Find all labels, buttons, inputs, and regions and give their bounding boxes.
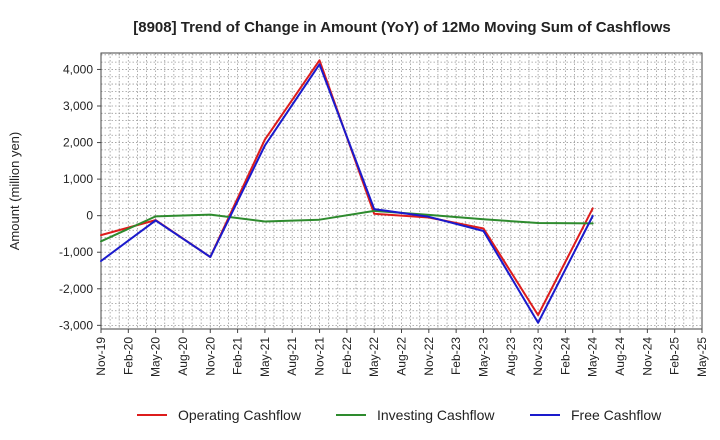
x-tick-label: May-24 bbox=[586, 337, 600, 377]
y-tick-label: 3,000 bbox=[63, 99, 93, 113]
x-tick-label: Aug-22 bbox=[395, 337, 409, 376]
y-tick-label: -1,000 bbox=[59, 245, 93, 259]
x-tick-label: May-20 bbox=[149, 337, 163, 377]
chart-title: [8908] Trend of Change in Amount (YoY) o… bbox=[133, 19, 671, 36]
x-tick-label: Feb-25 bbox=[668, 337, 682, 375]
x-tick-label: Nov-24 bbox=[640, 337, 654, 376]
x-tick-label: Aug-24 bbox=[613, 337, 627, 376]
x-tick-label: May-25 bbox=[695, 337, 709, 377]
y-tick-label: 1,000 bbox=[63, 172, 93, 186]
x-tick-label: May-23 bbox=[476, 337, 490, 377]
x-tick-label: Nov-22 bbox=[422, 337, 436, 376]
x-tick-label: May-21 bbox=[258, 337, 272, 377]
series-line-free-cashflow bbox=[100, 63, 594, 324]
y-tick-label: -2,000 bbox=[59, 282, 93, 296]
x-tick-label: Feb-23 bbox=[449, 337, 463, 375]
y-axis-label: Amount (million yen) bbox=[7, 132, 22, 251]
x-tick-label: Nov-21 bbox=[313, 337, 327, 376]
legend-label: Free Cashflow bbox=[571, 407, 662, 423]
axis-layer: -3,000 -2,000 -1,000 0 1,000 2,000 3,000 4,000 N… bbox=[59, 52, 709, 377]
series-line-investing-cashflow bbox=[100, 209, 594, 243]
y-tick-label: -3,000 bbox=[59, 318, 93, 332]
x-tick-label: Nov-19 bbox=[94, 337, 108, 376]
x-tick-label: Aug-20 bbox=[176, 337, 190, 376]
y-tick-label: 0 bbox=[86, 209, 93, 223]
y-tick-label: 2,000 bbox=[63, 136, 93, 150]
x-tick-label: May-22 bbox=[367, 337, 381, 377]
x-tick-label: Feb-22 bbox=[340, 337, 354, 375]
y-tick-label: 4,000 bbox=[63, 62, 93, 76]
legend: Operating Cashflow Investing Cashflow Free… bbox=[137, 407, 662, 423]
legend-label: Investing Cashflow bbox=[377, 407, 495, 423]
x-tick-label: Nov-20 bbox=[203, 337, 217, 376]
x-tick-label: Feb-21 bbox=[231, 337, 245, 375]
x-tick-label: Aug-21 bbox=[285, 337, 299, 376]
grid-layer bbox=[101, 53, 702, 329]
legend-label: Operating Cashflow bbox=[178, 407, 302, 423]
x-tick-label: Aug-23 bbox=[504, 337, 518, 376]
x-tick-label: Feb-24 bbox=[558, 337, 572, 375]
x-tick-label: Nov-23 bbox=[531, 337, 545, 376]
series-layer bbox=[100, 59, 594, 324]
x-tick-label: Feb-20 bbox=[121, 337, 135, 375]
